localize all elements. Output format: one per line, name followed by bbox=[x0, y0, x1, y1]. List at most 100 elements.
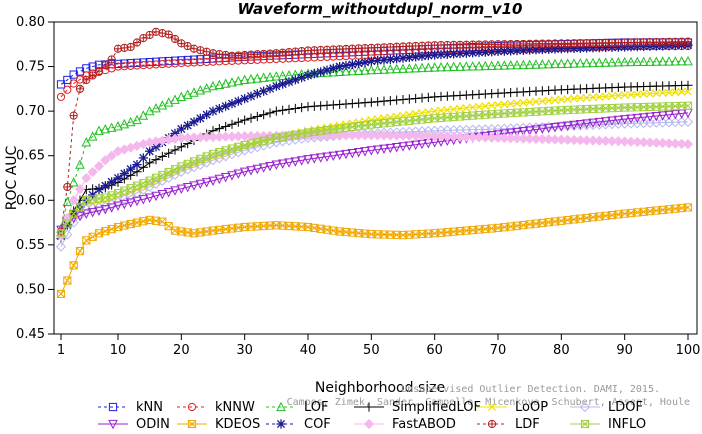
data-point-lof bbox=[493, 60, 503, 70]
data-point-cof bbox=[271, 81, 281, 91]
data-point-lof bbox=[442, 61, 453, 72]
data-point-knnw bbox=[120, 62, 129, 71]
data-point-odin bbox=[195, 179, 206, 190]
legend-marker-loop bbox=[487, 402, 497, 412]
data-point-loop bbox=[664, 88, 674, 97]
data-point-odin bbox=[214, 174, 225, 185]
data-point-lof bbox=[176, 91, 187, 101]
data-point-lof bbox=[138, 110, 149, 120]
data-point-lof bbox=[417, 62, 427, 73]
legend-label-fastabod: FastABOD bbox=[392, 417, 456, 432]
data-point-ldof bbox=[682, 116, 694, 127]
data-point-simplifiedlof bbox=[164, 148, 174, 158]
data-point-kdeos bbox=[63, 276, 72, 285]
x-tick-label: 70 bbox=[490, 343, 507, 358]
data-point-simplifiedlof bbox=[151, 155, 161, 165]
legend-marker-odin bbox=[108, 419, 118, 430]
data-point-inflo bbox=[56, 229, 66, 238]
data-point-loop bbox=[430, 107, 439, 116]
data-point-lof bbox=[423, 62, 434, 72]
data-point-lof bbox=[347, 65, 358, 76]
data-point-lof bbox=[233, 75, 244, 86]
data-point-odin bbox=[398, 142, 408, 152]
data-point-loop bbox=[569, 94, 579, 103]
data-point-ldf bbox=[158, 29, 167, 38]
data-point-ldf bbox=[196, 46, 205, 55]
data-point-lof bbox=[157, 100, 168, 110]
data-point-cof bbox=[360, 57, 370, 67]
x-tick-label: 30 bbox=[236, 343, 253, 358]
legend-item-fastabod: FastABOD bbox=[354, 417, 456, 432]
data-point-lof bbox=[163, 97, 174, 107]
data-point-lof bbox=[575, 58, 586, 68]
data-point-loop bbox=[493, 100, 503, 109]
legend-label-inflo: INFLO bbox=[608, 417, 646, 432]
legend-label-simplifiedlof: SimplifiedLOF bbox=[392, 400, 481, 415]
data-point-loop bbox=[512, 99, 522, 108]
data-point-odin bbox=[189, 181, 199, 191]
data-point-loop bbox=[671, 88, 680, 97]
y-tick-label: 0.65 bbox=[16, 149, 45, 164]
data-point-cof bbox=[119, 168, 129, 179]
data-point-lof bbox=[81, 137, 92, 147]
data-point-lof bbox=[119, 118, 130, 129]
data-point-lof bbox=[220, 78, 231, 88]
data-point-loop bbox=[582, 93, 591, 102]
data-point-odin bbox=[512, 127, 522, 138]
x-axis: 1 10 20 30 40 50 60 70 80 90 100 bbox=[57, 334, 700, 358]
data-point-odin bbox=[277, 159, 288, 169]
data-point-odin bbox=[626, 114, 636, 124]
data-point-lof bbox=[537, 59, 548, 69]
data-point-fastabod bbox=[74, 184, 86, 195]
data-point-odin bbox=[347, 148, 358, 159]
data-point-cof bbox=[347, 59, 357, 70]
data-point-odin bbox=[246, 166, 256, 176]
data-point-lof bbox=[360, 65, 370, 75]
data-point-fastabod bbox=[644, 137, 656, 148]
data-point-knnw bbox=[170, 59, 180, 68]
data-point-simplifiedlof bbox=[176, 142, 186, 152]
legend-marker-knn bbox=[108, 402, 118, 412]
series-odin bbox=[56, 108, 693, 235]
data-point-loop bbox=[633, 90, 642, 99]
data-point-loop bbox=[500, 100, 509, 109]
data-point-simplifiedlof bbox=[284, 104, 294, 114]
data-point-cof bbox=[113, 173, 123, 183]
data-point-loop bbox=[626, 90, 636, 99]
credit-line-1: Unsupervised Outlier Detection. DAMI, 20… bbox=[401, 384, 660, 395]
data-point-odin bbox=[182, 182, 193, 193]
x-tick-label: 20 bbox=[173, 343, 190, 358]
data-point-simplifiedlof bbox=[379, 96, 389, 106]
data-point-odin bbox=[353, 148, 364, 158]
data-point-cof bbox=[138, 153, 148, 163]
data-point-odin bbox=[138, 195, 149, 205]
data-point-lof bbox=[277, 70, 288, 80]
data-point-fastabod bbox=[55, 230, 67, 242]
data-point-odin bbox=[360, 147, 370, 157]
data-point-odin bbox=[258, 163, 269, 173]
series-lof bbox=[56, 55, 693, 233]
data-point-lof bbox=[505, 60, 516, 70]
series-line-odin bbox=[60, 112, 689, 231]
data-point-ldf bbox=[164, 30, 173, 39]
data-point-simplifiedlof bbox=[278, 105, 288, 115]
data-point-knnw bbox=[69, 79, 78, 88]
data-point-ldf bbox=[189, 44, 199, 53]
data-point-knnw bbox=[189, 58, 199, 67]
data-point-simplifiedlof bbox=[227, 119, 237, 129]
data-point-odin bbox=[518, 127, 529, 137]
data-point-loop bbox=[563, 95, 572, 104]
data-point-lof bbox=[518, 59, 529, 70]
data-point-odin bbox=[144, 193, 155, 203]
data-point-cof bbox=[303, 70, 313, 81]
data-point-ldf bbox=[69, 111, 78, 120]
x-axis-title: Neighborhood size bbox=[315, 380, 445, 396]
data-point-cof bbox=[455, 48, 465, 59]
data-point-cof bbox=[366, 56, 376, 66]
data-point-lof bbox=[613, 56, 624, 67]
series-line-loop bbox=[60, 91, 689, 237]
data-point-knnw bbox=[177, 58, 186, 68]
data-point-lof bbox=[75, 159, 85, 169]
data-point-lof bbox=[227, 77, 237, 87]
data-point-cof bbox=[278, 79, 288, 89]
